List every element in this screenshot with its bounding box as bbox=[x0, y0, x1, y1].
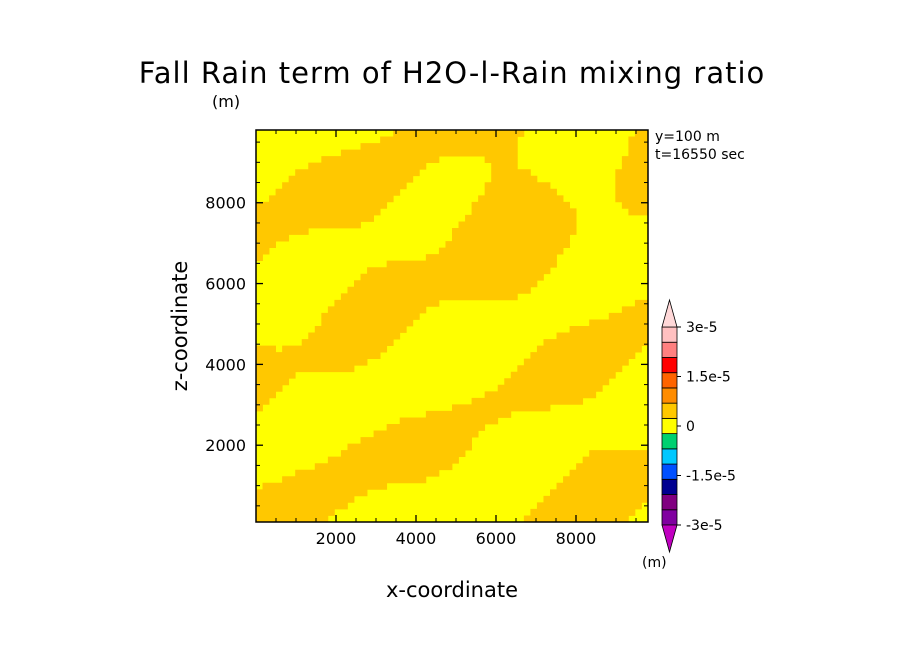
colorbar-tick-label: 3e-5 bbox=[686, 320, 717, 336]
field-level-high bbox=[256, 130, 648, 522]
colorbar-tick-label: 1.5e-5 bbox=[686, 370, 731, 386]
annotation-time: t=16550 sec bbox=[655, 147, 745, 163]
x-tick-label: 2000 bbox=[316, 529, 357, 548]
colorbar-segment bbox=[661, 372, 678, 389]
colorbar-segment bbox=[661, 478, 678, 495]
colorbar-extend-low bbox=[661, 524, 678, 554]
colorbar-extend-high bbox=[661, 298, 678, 328]
y-tick-label: 6000 bbox=[205, 275, 246, 294]
x-axis-label: x-coordinate bbox=[385, 578, 518, 602]
colorbar-tick-label: 0 bbox=[686, 419, 695, 435]
colorbar-unit: (m) bbox=[642, 555, 667, 571]
annotation-y: y=100 m bbox=[655, 129, 720, 145]
colorbar-segment bbox=[661, 357, 678, 374]
colorbar-segment bbox=[661, 509, 678, 526]
colorbar: 3e-5 1.5e-5 0 -1.5e-5 -3e-5 bbox=[661, 298, 736, 554]
y-tick-label: 4000 bbox=[205, 355, 246, 374]
chart-title: Fall Rain term of H2O-l-Rain mixing rati… bbox=[138, 56, 766, 90]
x-tick-label: 8000 bbox=[556, 529, 597, 548]
colorbar-segment bbox=[661, 341, 678, 358]
plot-area bbox=[256, 130, 648, 522]
plot-frame bbox=[255, 129, 649, 523]
y-tick-label: 2000 bbox=[205, 436, 246, 455]
colorbar-tick-label: -1.5e-5 bbox=[686, 469, 736, 485]
y-tick-label: 8000 bbox=[205, 194, 246, 213]
colorbar-segment bbox=[661, 433, 678, 450]
x-tick-label: 4000 bbox=[396, 529, 437, 548]
colorbar-segment bbox=[661, 448, 678, 465]
colorbar-tick-label: -3e-5 bbox=[686, 518, 723, 534]
colorbar-segment bbox=[661, 417, 678, 435]
axes: 2000 4000 6000 8000 2000 4000 6000 8000 bbox=[205, 129, 649, 548]
colorbar-segment bbox=[661, 463, 678, 480]
colorbar-segment bbox=[661, 326, 678, 343]
title-unit: (m) bbox=[212, 92, 241, 111]
colorbar-segment bbox=[661, 387, 678, 404]
colorbar-segment bbox=[661, 494, 678, 511]
colorbar-segment bbox=[661, 402, 678, 419]
x-tick-label: 6000 bbox=[476, 529, 517, 548]
